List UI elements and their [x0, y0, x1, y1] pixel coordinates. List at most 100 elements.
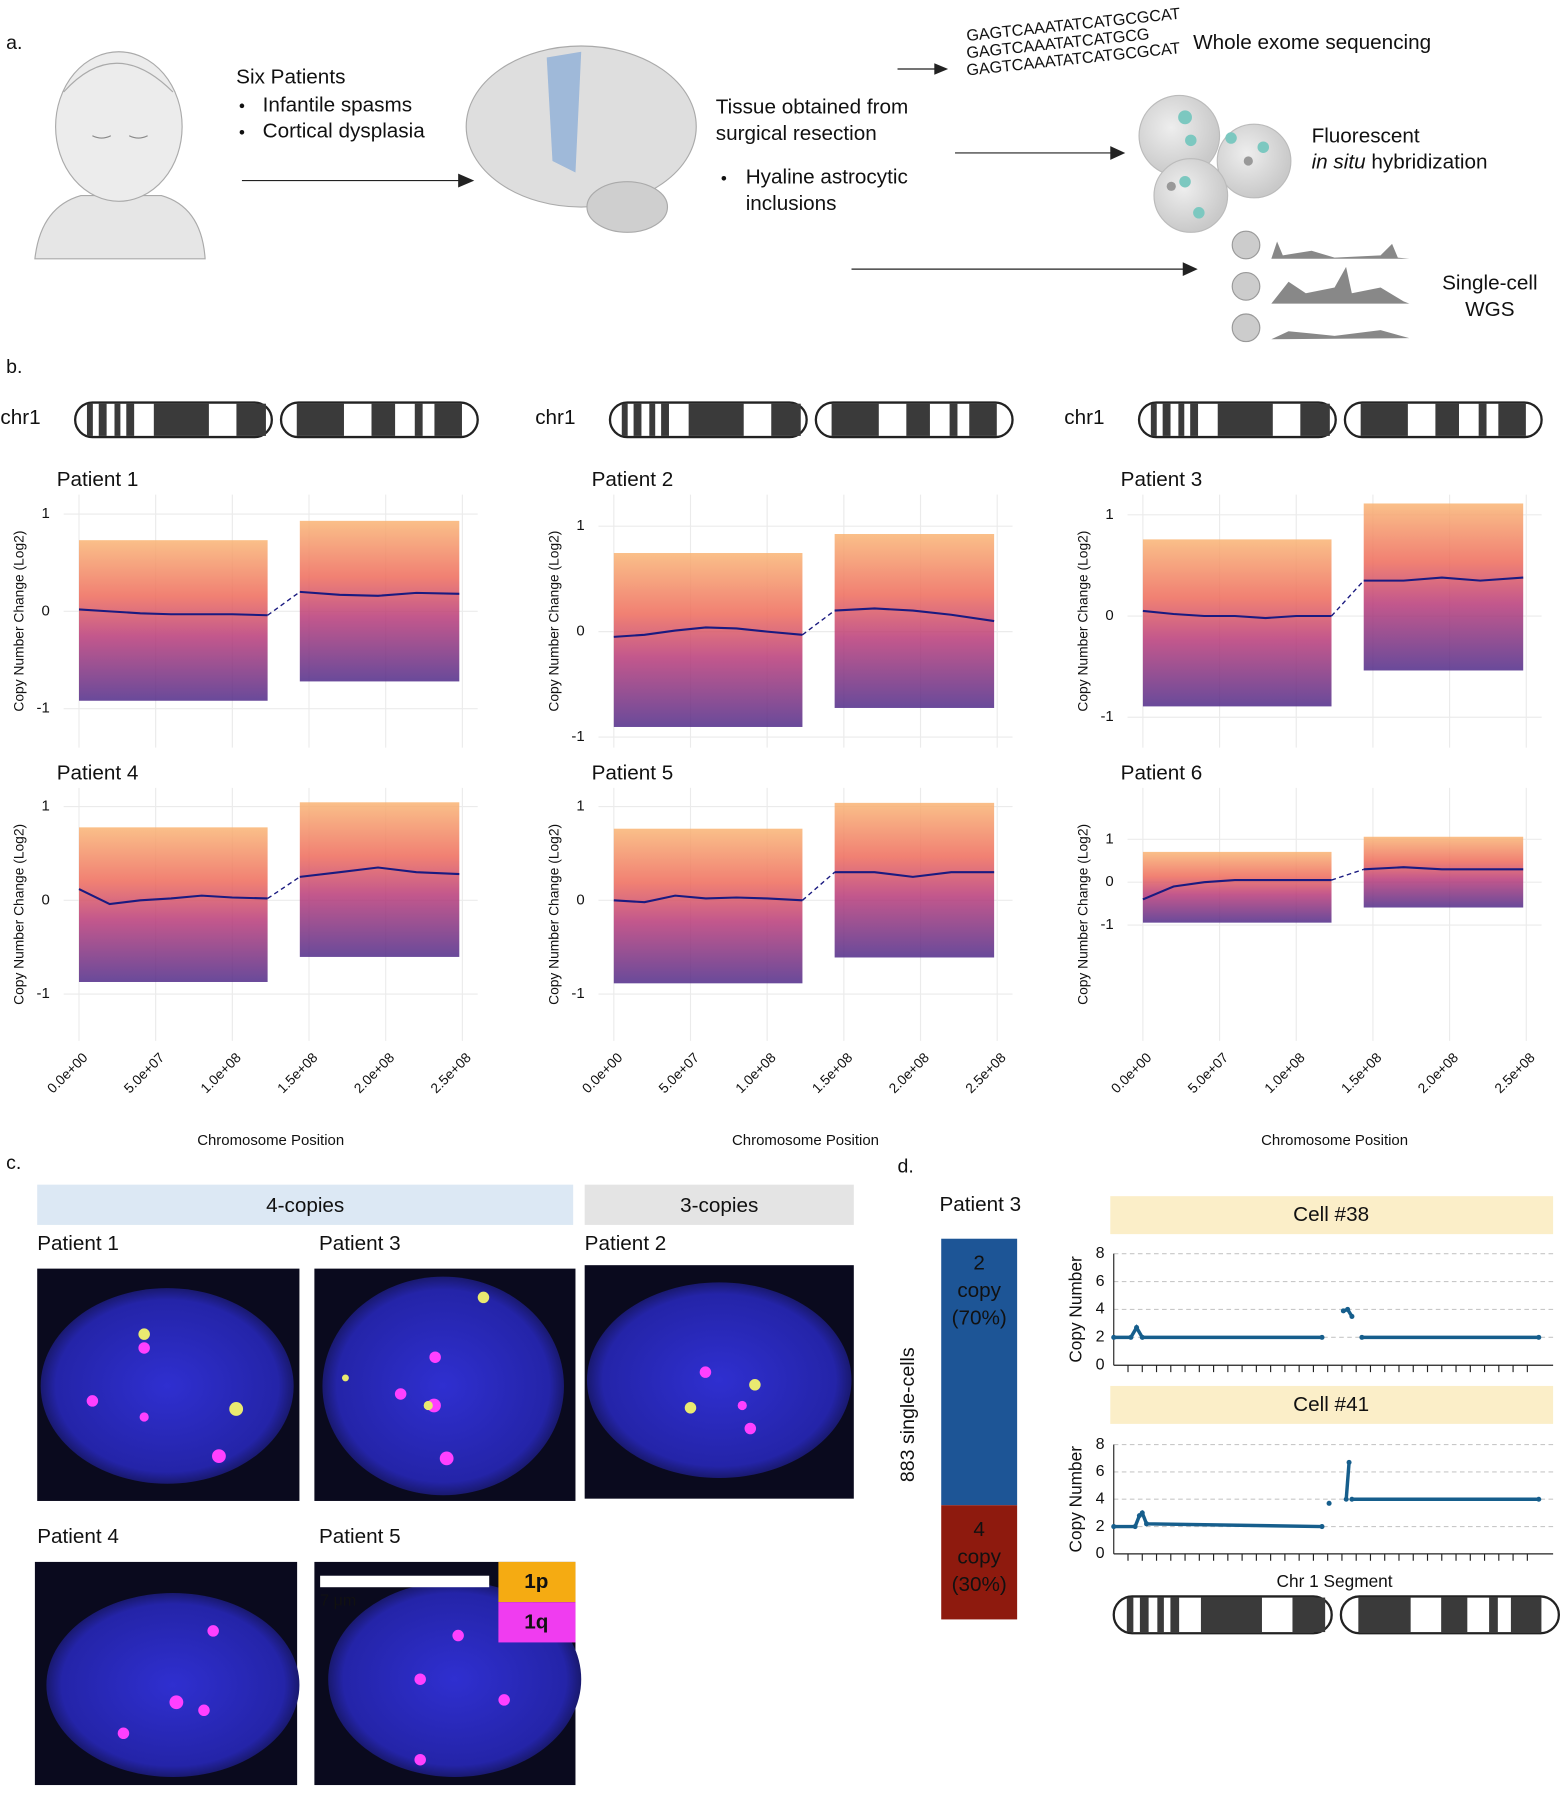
arrow-head: [1182, 262, 1198, 277]
chromosome-band: [1441, 1597, 1468, 1633]
copy-number-point: [1345, 1306, 1351, 1312]
probe-legend-label: 1p: [524, 1570, 548, 1593]
x-tick-label: 2.5e+08: [428, 1050, 474, 1096]
copy-number-point: [1128, 1334, 1134, 1340]
copy-number-line: [1113, 1324, 1322, 1340]
chromosome-band: [949, 403, 958, 436]
method-label: WGS: [1465, 298, 1514, 321]
chromosome-ideogram: [608, 401, 1014, 439]
y-tick-label: -1: [1100, 708, 1113, 725]
x-tick-label: 2.0e+08: [351, 1050, 397, 1096]
chromosome-band: [969, 403, 997, 436]
chromosome-band: [661, 403, 669, 436]
chromosome-band: [771, 403, 801, 436]
copy-number-point: [1326, 1500, 1332, 1506]
panel-label: d.: [898, 1156, 914, 1178]
x-tick-label: 1.0e+08: [733, 1050, 779, 1096]
y-tick-label: 1: [42, 505, 50, 522]
x-tick-label: 5.0e+07: [121, 1050, 167, 1096]
median-line: [834, 871, 995, 878]
x-tick-label: 1.5e+08: [809, 1050, 855, 1096]
chromosome-band: [621, 403, 628, 436]
median-line: [613, 626, 803, 638]
segment-label: (70%): [952, 1307, 1007, 1330]
copy-number-cloud: [613, 828, 803, 984]
chromosome-band: [906, 403, 930, 436]
image-label: Patient 5: [319, 1525, 401, 1548]
bar-y-label: 883 single-cells: [897, 1347, 919, 1482]
y-tick-label: 6: [1096, 1272, 1105, 1290]
x-axis-label: Chromosome Position: [732, 1132, 879, 1149]
chromosome-band: [1489, 1597, 1498, 1633]
copy-number-point: [1319, 1334, 1325, 1340]
scale-bar: [320, 1575, 490, 1588]
median-line: [78, 608, 268, 617]
chromosome-band: [1498, 403, 1526, 436]
centromere-gap: [267, 876, 301, 900]
x-tick-label: 0.0e+00: [1108, 1050, 1154, 1096]
y-tick-label: 2: [1096, 1517, 1105, 1535]
copy-number-point: [1343, 1496, 1349, 1502]
segment-label: 4: [973, 1518, 985, 1541]
x-tick-label: 2.0e+08: [886, 1050, 932, 1096]
chromosome-band: [1510, 1597, 1542, 1633]
copy-number-point: [1340, 1308, 1346, 1314]
fish-cells: [1138, 94, 1292, 233]
y-tick-label: 0: [1105, 607, 1113, 624]
plot-title: Patient 1: [57, 468, 139, 491]
y-axis-label: Copy Number Change (Log2): [12, 824, 27, 1005]
image-label: Patient 3: [319, 1232, 401, 1255]
chromosome-band: [831, 403, 879, 436]
copy-number-cloud: [834, 802, 995, 958]
copy-number-cloud: [613, 553, 803, 727]
cell-title: Cell #38: [1293, 1203, 1369, 1226]
centromere-gap: [1331, 868, 1364, 881]
method-label: Whole exome sequencing: [1193, 31, 1431, 54]
copy-number-point: [1111, 1524, 1117, 1530]
y-tick-label: 6: [1096, 1462, 1105, 1480]
bullet: [721, 175, 727, 181]
chromosome-band: [1292, 1597, 1326, 1633]
x-tick-label: 0.0e+00: [44, 1050, 90, 1096]
group-title: 4-copies: [266, 1194, 344, 1217]
cell-y-label: Copy Number: [1066, 1446, 1086, 1553]
x-tick-label: 2.5e+08: [963, 1050, 1009, 1096]
median-line: [1142, 609, 1332, 620]
copy-number-point: [1346, 1459, 1352, 1465]
copy-number-point: [1536, 1496, 1542, 1502]
x-axis-label: Chromosome Position: [197, 1132, 344, 1149]
y-tick-label: 0: [1096, 1355, 1105, 1373]
copy-number-point: [1139, 1334, 1145, 1340]
chromosome-band: [414, 403, 423, 436]
centromere-gap: [267, 591, 301, 616]
scale-bar-label: 7 μm: [320, 1591, 356, 1609]
tissue-bullet: Hyaline astrocytic: [746, 166, 908, 189]
bullet: [239, 103, 245, 109]
group-header: [584, 1184, 854, 1225]
chromosome-band: [1435, 403, 1460, 436]
chromosome-band: [1157, 1597, 1164, 1633]
y-tick-label: -1: [571, 985, 584, 1002]
y-tick-label: 0: [42, 602, 50, 619]
plot-title: Patient 6: [1121, 762, 1203, 785]
patient-bullet: Infantile spasms: [263, 93, 412, 116]
y-tick-label: 1: [1105, 830, 1113, 847]
copy-number-point: [1134, 1325, 1140, 1331]
x-tick-label: 2.0e+08: [1415, 1050, 1461, 1096]
x-tick-label: 1.0e+08: [198, 1050, 244, 1096]
chromosome-band: [633, 403, 642, 436]
plot-title: Patient 4: [57, 762, 139, 785]
probe-legend-label: 1q: [524, 1610, 548, 1633]
chromosome-ideogram: [1112, 1595, 1561, 1635]
chromosome-band: [1300, 403, 1330, 436]
tissue-text: surgical resection: [716, 122, 877, 145]
y-tick-label: -1: [37, 985, 50, 1002]
median-line: [1142, 879, 1332, 901]
patients-title: Six Patients: [236, 66, 345, 89]
chromosome-band: [688, 403, 744, 436]
cell-header: [1110, 1196, 1554, 1235]
y-axis-label: Copy Number Change (Log2): [12, 531, 27, 712]
chromosome-band: [1358, 1597, 1411, 1633]
y-tick-label: 2: [1096, 1328, 1105, 1346]
